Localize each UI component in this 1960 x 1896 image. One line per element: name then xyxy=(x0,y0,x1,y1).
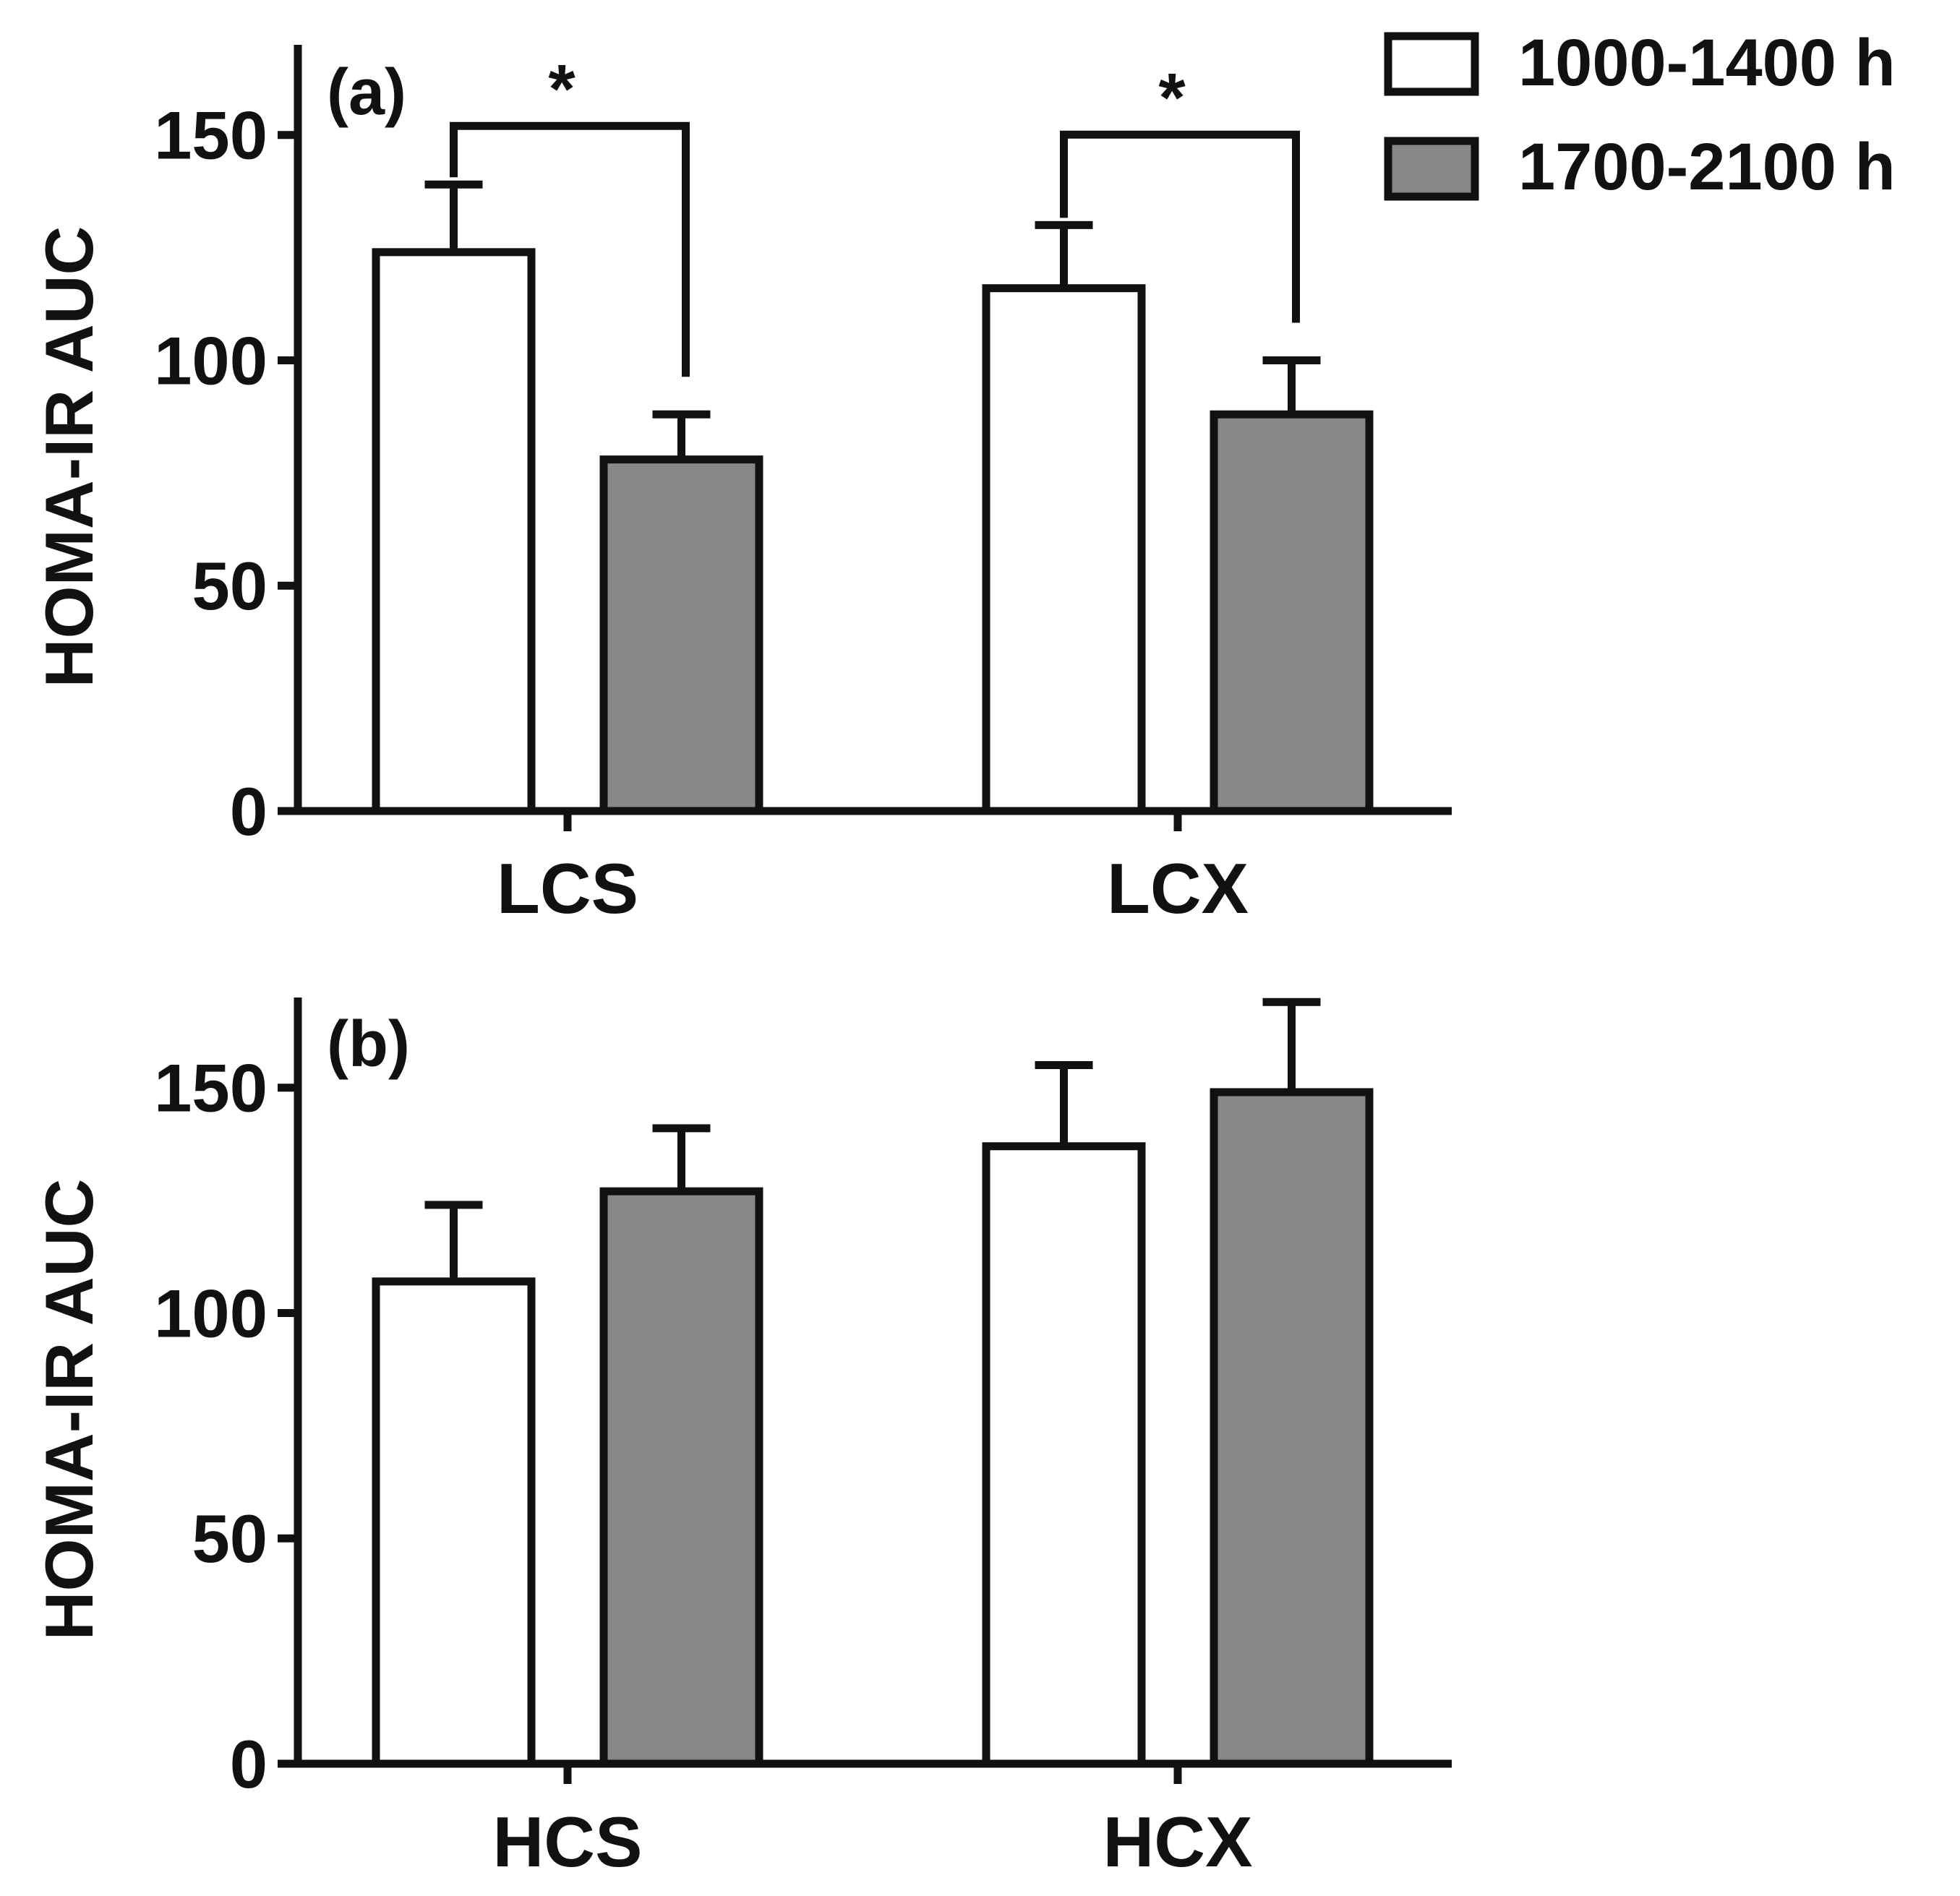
bar xyxy=(599,1187,763,1768)
bar xyxy=(372,1277,536,1768)
y-axis-title: HOMA-IR AUC xyxy=(31,1179,107,1641)
y-tick-label: 100 xyxy=(154,322,268,398)
x-tick-label: LCS xyxy=(497,849,638,928)
significance-bracket xyxy=(1060,130,1300,323)
bar xyxy=(1210,1088,1374,1768)
legend-swatch-series-2 xyxy=(1384,137,1479,201)
panel-label: (a) xyxy=(327,56,406,129)
significance-bracket xyxy=(450,121,690,377)
bar xyxy=(1210,410,1374,815)
legend-label-series-2: 1700-2100 h xyxy=(1518,130,1896,204)
x-tick-label: LCX xyxy=(1107,849,1249,928)
legend-swatch-series-1 xyxy=(1384,32,1479,96)
y-tick-label: 0 xyxy=(230,1726,268,1802)
x-tick-label: HCS xyxy=(493,1802,643,1882)
x-tick-label: HCX xyxy=(1103,1802,1253,1882)
y-tick-label: 100 xyxy=(154,1275,268,1351)
significance-marker: * xyxy=(1158,59,1186,137)
panel-label: (b) xyxy=(327,1008,410,1081)
legend: 1000-1400 h 1700-2100 h xyxy=(1384,26,1896,204)
chart-panel-b: 0 50 100 150 HOMA-IR AUC (b) HCS HCX xyxy=(31,998,1452,1882)
y-axis-title: HOMA-IR AUC xyxy=(31,226,107,688)
significance-marker: * xyxy=(548,51,575,128)
y-tick-label: 50 xyxy=(192,548,268,624)
y-tick-label: 150 xyxy=(154,98,268,173)
y-tick-label: 50 xyxy=(192,1501,268,1577)
y-tick-label: 150 xyxy=(154,1050,268,1126)
y-tick-label: 0 xyxy=(230,773,268,849)
bar xyxy=(599,455,763,815)
legend-label-series-1: 1000-1400 h xyxy=(1518,26,1896,100)
bar xyxy=(982,284,1146,815)
chart-panel-a: 0 50 100 150 HOMA-IR AUC (a) LCS LCX * * xyxy=(31,45,1452,928)
bar xyxy=(982,1142,1146,1768)
bar xyxy=(372,248,536,815)
